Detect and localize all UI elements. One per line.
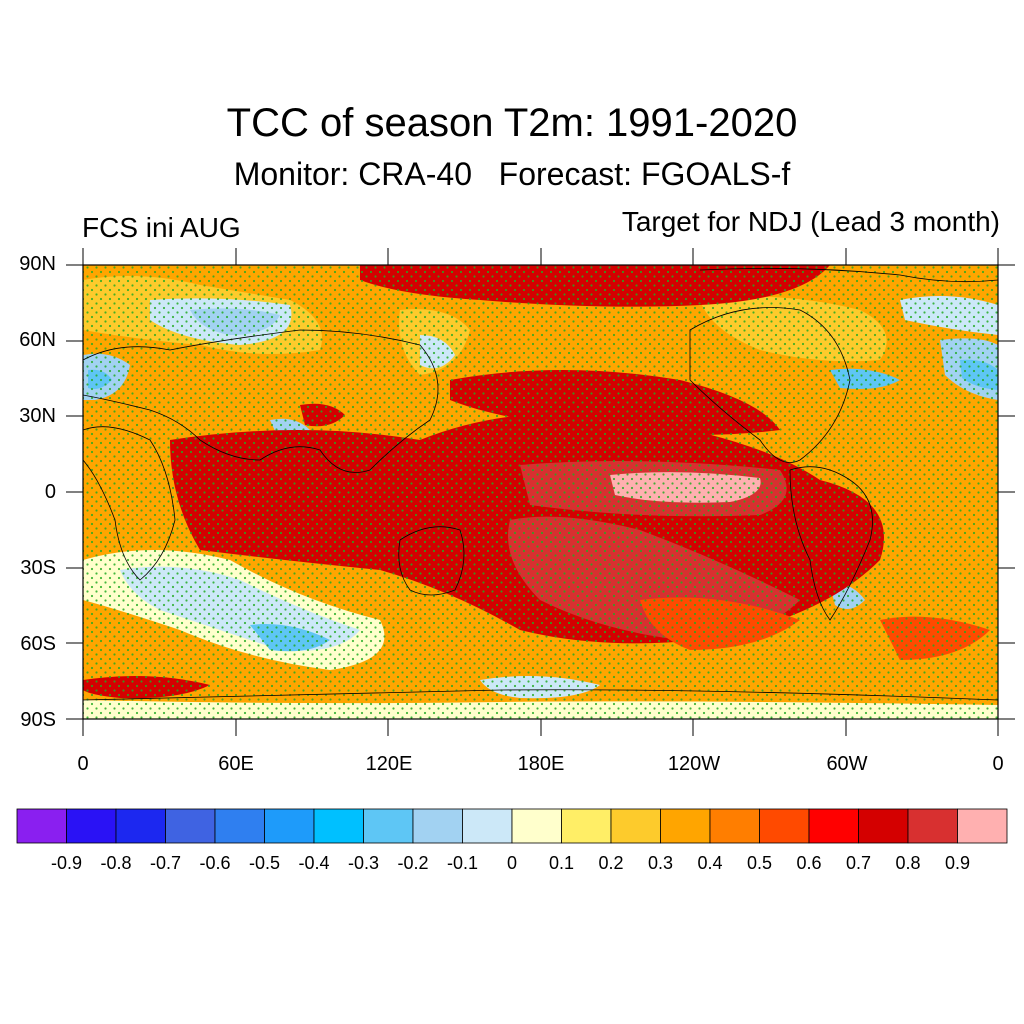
- lat-tick-label: 30N: [19, 405, 56, 427]
- colorbar-swatch: [511, 808, 562, 844]
- colorbar-tick-label: -0.6: [199, 853, 231, 873]
- colorbar-tick-label: 0.6: [796, 853, 822, 873]
- colorbar-tick-label: 0: [506, 853, 517, 873]
- colorbar-swatch: [16, 808, 67, 844]
- lon-tick-label: 120E: [365, 753, 413, 775]
- colorbar-swatch: [808, 808, 859, 844]
- colorbar-tick-label: 0.2: [598, 853, 624, 873]
- colorbar-swatch: [907, 808, 958, 844]
- colorbar-tick-label: -0.5: [248, 853, 281, 873]
- lat-tick-label: 60S: [20, 633, 56, 655]
- target-label: Target for NDJ (Lead 3 month): [621, 206, 1000, 237]
- lat-tick-label: 60N: [19, 329, 56, 351]
- colorbar-tick-label: 0.1: [548, 853, 575, 873]
- colorbar-swatch: [561, 808, 612, 844]
- colorbar-tick-label: -0.3: [347, 853, 380, 873]
- colorbar-tick-label: 0.3: [647, 853, 674, 873]
- lat-tick-label: 0: [44, 481, 56, 503]
- colorbar-swatch: [709, 808, 760, 844]
- colorbar-swatch: [165, 808, 216, 844]
- lon-tick-label: 120W: [667, 753, 721, 775]
- significance-stipple: [83, 265, 998, 719]
- lon-tick-label: 60E: [218, 753, 254, 775]
- colorbar-tick-label: -0.4: [298, 853, 330, 873]
- colorbar: [16, 808, 1008, 844]
- colorbar-swatch: [115, 808, 166, 844]
- init-label: FCS ini AUG: [82, 212, 241, 243]
- colorbar-tick-label: -0.1: [446, 853, 479, 873]
- coastlines: [83, 267, 998, 701]
- colorbar-tick-label: 0.9: [944, 853, 971, 873]
- map-field: [83, 265, 998, 719]
- lon-tick-label: 0: [992, 753, 1004, 775]
- colorbar-tick-label: 0.8: [895, 853, 921, 873]
- colorbar-tick-label: -0.9: [50, 853, 83, 873]
- colorbar-tick-label: -0.8: [100, 853, 132, 873]
- colorbar-swatch: [957, 808, 1008, 844]
- lat-tick-label: 90S: [20, 709, 56, 731]
- lon-tick-label: 0: [77, 753, 89, 775]
- colorbar-swatch: [66, 808, 117, 844]
- colorbar-swatch: [412, 808, 463, 844]
- colorbar-swatch: [610, 808, 661, 844]
- chart-title: TCC of season T2m: 1991-2020: [226, 101, 798, 145]
- colorbar-swatch: [313, 808, 364, 844]
- colorbar-tick-label: 0.7: [845, 853, 872, 873]
- colorbar-swatch: [264, 808, 315, 844]
- colorbar-tick-label: 0.4: [697, 853, 723, 873]
- colorbar-swatch: [363, 808, 414, 844]
- colorbar-swatch: [660, 808, 711, 844]
- colorbar-swatch: [759, 808, 810, 844]
- colorbar-tick-label: 0.5: [746, 853, 773, 873]
- colorbar-swatch: [214, 808, 265, 844]
- lat-tick-label: 30S: [20, 557, 56, 579]
- lat-tick-label: 90N: [19, 253, 56, 275]
- chart-subtitle: Monitor: CRA-40 Forecast: FGOALS-f: [233, 156, 791, 192]
- lon-tick-label: 180E: [517, 753, 565, 775]
- lon-tick-label: 60W: [826, 753, 868, 775]
- colorbar-tick-label: -0.2: [397, 853, 429, 873]
- colorbar-swatch: [858, 808, 909, 844]
- colorbar-swatch: [462, 808, 513, 844]
- colorbar-tick-label: -0.7: [149, 853, 182, 873]
- lon-ticks: [82, 248, 999, 736]
- lat-ticks: [66, 264, 1015, 720]
